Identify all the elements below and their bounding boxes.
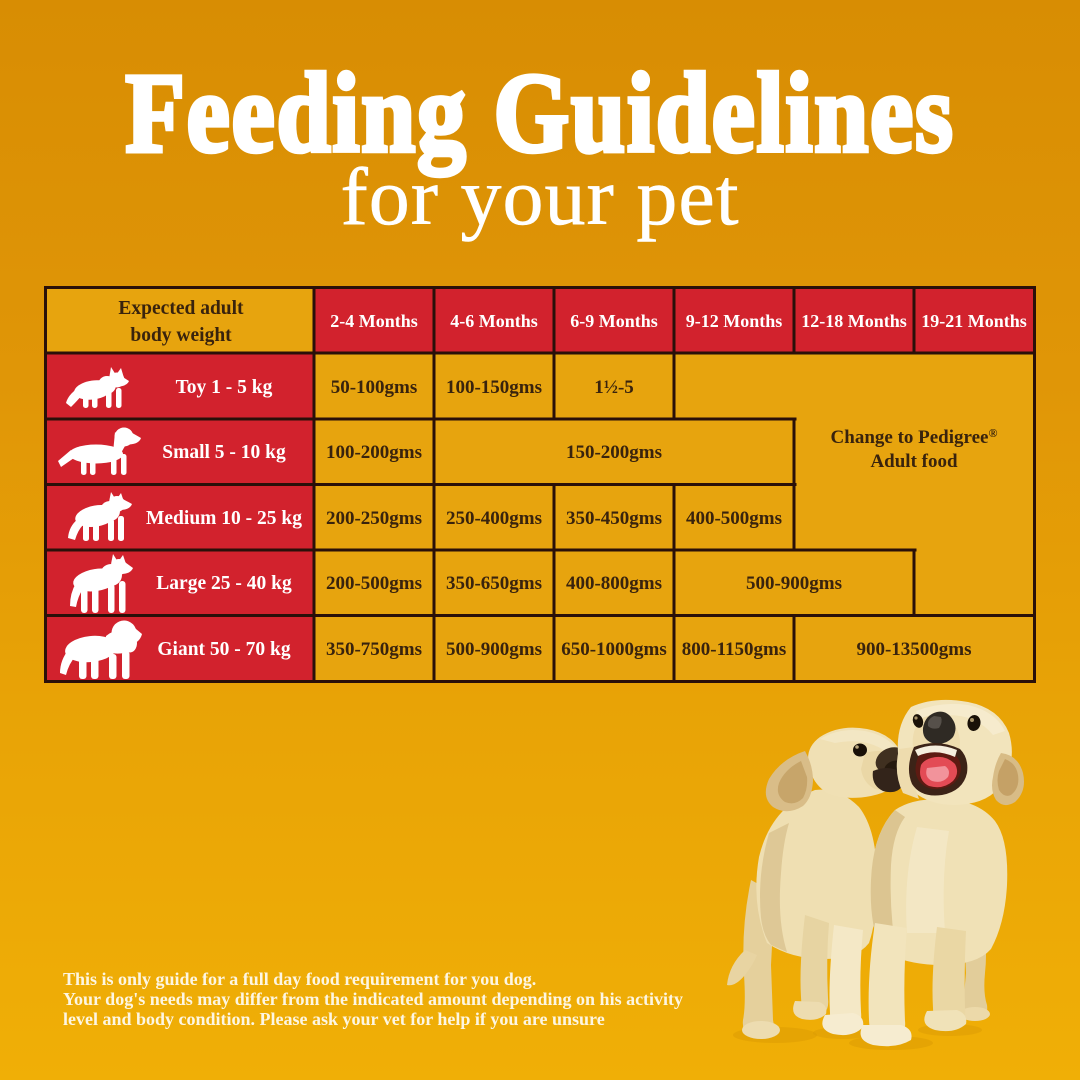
svg-text:100-200gms: 100-200gms bbox=[326, 442, 422, 463]
svg-text:6-9 Months: 6-9 Months bbox=[570, 311, 658, 331]
svg-text:Toy 1 - 5 kg: Toy 1 - 5 kg bbox=[176, 377, 273, 398]
svg-text:100-150gms: 100-150gms bbox=[446, 377, 542, 398]
svg-text:150-200gms: 150-200gms bbox=[566, 442, 662, 463]
svg-text:50-100gms: 50-100gms bbox=[331, 377, 418, 398]
svg-text:Small 5 - 10 kg: Small 5 - 10 kg bbox=[162, 442, 286, 463]
svg-text:9-12 Months: 9-12 Months bbox=[686, 311, 783, 331]
svg-text:900-13500gms: 900-13500gms bbox=[856, 639, 971, 660]
svg-text:19-21 Months: 19-21 Months bbox=[921, 311, 1027, 331]
svg-text:350-650gms: 350-650gms bbox=[446, 573, 542, 594]
svg-text:Change to Pedigree®: Change to Pedigree® bbox=[831, 426, 998, 448]
svg-text:Large 25 - 40 kg: Large 25 - 40 kg bbox=[156, 573, 292, 594]
svg-text:200-250gms: 200-250gms bbox=[326, 508, 422, 529]
svg-text:400-500gms: 400-500gms bbox=[686, 508, 782, 529]
svg-text:500-900gms: 500-900gms bbox=[746, 573, 842, 594]
svg-text:650-1000gms: 650-1000gms bbox=[561, 639, 667, 660]
svg-text:Expected adult: Expected adult bbox=[118, 298, 244, 319]
svg-text:400-800gms: 400-800gms bbox=[566, 573, 662, 594]
svg-text:4-6 Months: 4-6 Months bbox=[450, 311, 538, 331]
svg-text:Giant 50 - 70 kg: Giant 50 - 70 kg bbox=[157, 639, 291, 660]
svg-text:body weight: body weight bbox=[130, 325, 232, 346]
svg-text:500-900gms: 500-900gms bbox=[446, 639, 542, 660]
svg-text:2-4 Months: 2-4 Months bbox=[330, 311, 418, 331]
svg-text:800-1150gms: 800-1150gms bbox=[682, 639, 787, 660]
svg-text:1½-5: 1½-5 bbox=[594, 377, 634, 398]
svg-text:Adult food: Adult food bbox=[870, 451, 958, 472]
svg-text:12-18 Months: 12-18 Months bbox=[801, 311, 907, 331]
svg-text:200-500gms: 200-500gms bbox=[326, 573, 422, 594]
svg-text:350-750gms: 350-750gms bbox=[326, 639, 422, 660]
svg-text:Medium 10 - 25 kg: Medium 10 - 25 kg bbox=[146, 508, 302, 529]
svg-text:350-450gms: 350-450gms bbox=[566, 508, 662, 529]
svg-text:250-400gms: 250-400gms bbox=[446, 508, 542, 529]
